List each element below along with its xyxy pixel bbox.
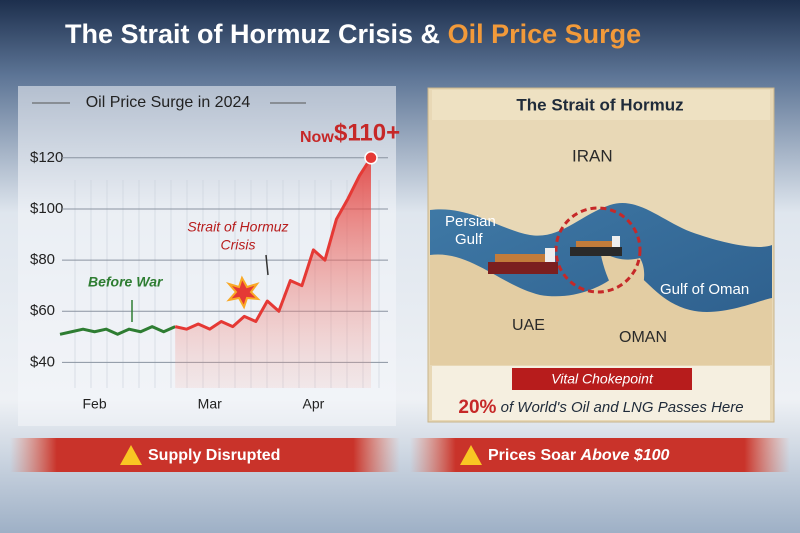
- x-tick-label: Apr: [303, 396, 325, 412]
- y-tick-label: $120: [30, 149, 63, 166]
- land: [430, 254, 772, 365]
- map-label: Gulf of Oman: [660, 281, 749, 298]
- area: [175, 157, 371, 388]
- x-tick-label: Feb: [82, 396, 106, 412]
- x-tick-label: Mar: [198, 396, 222, 412]
- annotation-pointer: [265, 254, 269, 276]
- title-part: The Strait of Hormuz Crisis &: [65, 19, 440, 49]
- annotation: $110+: [334, 119, 400, 146]
- line: [174, 156, 373, 331]
- page-title: The Strait of Hormuz Crisis & Oil Price …: [65, 19, 641, 49]
- ribbon-text: Vital Chokepoint: [551, 371, 654, 387]
- map-title-bg: [432, 90, 770, 120]
- banner-text: Prices Soar Above $100: [488, 447, 670, 464]
- warning-icon: [460, 445, 482, 465]
- banner: [10, 438, 400, 472]
- y-tick-label: $100: [30, 200, 63, 217]
- caption-highlight: 20%: [458, 397, 496, 418]
- chokepoint-ring: [554, 206, 642, 294]
- y-tick-label: $80: [30, 251, 55, 268]
- map-label: IRAN: [572, 146, 613, 165]
- ribbon: [512, 368, 692, 390]
- end-point: [364, 151, 378, 165]
- map-title: The Strait of Hormuz: [516, 95, 683, 114]
- tanker: [570, 236, 622, 256]
- annotation: Now: [300, 129, 334, 146]
- land: [600, 250, 645, 310]
- map-label: Persian: [445, 213, 496, 230]
- caption-text: of World's Oil and LNG Passes Here: [501, 399, 744, 416]
- banner-text: Supply Disrupted: [148, 447, 280, 464]
- map-label: Gulf: [455, 231, 483, 248]
- warning-icon: [120, 445, 142, 465]
- title-highlight: Oil Price Surge: [448, 19, 642, 49]
- explosion-icon: [225, 275, 261, 310]
- map-label: OMAN: [619, 329, 667, 346]
- tanker: [488, 248, 558, 274]
- annotation: Crisis: [221, 237, 256, 253]
- map-caption: 20% of World's Oil and LNG Passes Here: [458, 397, 743, 418]
- y-tick-label: $40: [30, 353, 55, 370]
- y-tick-label: $60: [30, 302, 55, 319]
- annotation: Strait of Hormuz: [187, 219, 288, 235]
- chart-title: Oil Price Surge in 2024: [86, 94, 251, 111]
- banner-part: Prices Soar: [488, 447, 576, 464]
- line: [59, 325, 176, 336]
- annotation: Before War: [88, 274, 164, 290]
- banner-part: Above $100: [580, 447, 670, 464]
- map-label: UAE: [512, 317, 545, 334]
